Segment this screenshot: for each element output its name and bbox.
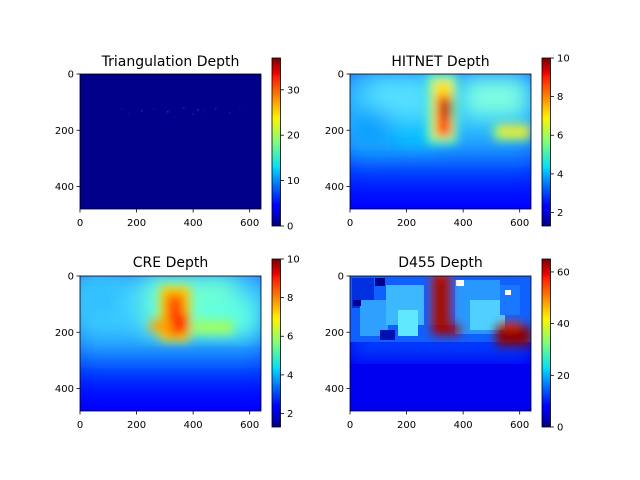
colorbar-tick-label: 4: [287, 370, 293, 381]
colorbar-gradient: [272, 259, 281, 427]
x-axis: 0 200 400 600: [347, 411, 529, 431]
x-axis: 0 200 400 600: [77, 411, 259, 431]
colorbar-tick-label: 40: [557, 319, 570, 330]
y-tick-label: 200: [325, 328, 344, 339]
x-tick-label: 600: [240, 420, 259, 431]
x-tick-label: 600: [510, 218, 529, 229]
heatmap-image: [80, 276, 261, 411]
colorbar-frame: [541, 57, 551, 227]
y-tick-label: 200: [325, 126, 344, 137]
colorbar-ticks: 0 20 40 60: [550, 267, 570, 434]
x-tick-label: 200: [397, 420, 416, 431]
y-tick-label: 200: [55, 126, 74, 137]
heatmap-image: [350, 276, 531, 411]
colorbar-frame: [271, 57, 281, 227]
panel-title: HITNET Depth: [391, 54, 489, 70]
colorbar-tick-label: 30: [287, 85, 300, 96]
panel-title: D455 Depth: [398, 255, 483, 271]
x-tick-label: 400: [454, 218, 473, 229]
y-axis: 0 200 400: [55, 272, 80, 395]
plot-frame: [349, 73, 532, 210]
panel-hitnet: HITNET Depth 0 2: [325, 54, 570, 230]
colorbar-gradient: [542, 58, 551, 226]
y-tick-label: 400: [55, 384, 74, 395]
colorbar-tick-label: 4: [557, 169, 563, 180]
colorbar-tick-label: 20: [557, 371, 570, 382]
colorbar-ticks: 2 4 6 8 10: [280, 255, 300, 420]
colorbar-tick-label: 0: [557, 423, 563, 434]
x-tick-label: 0: [347, 420, 353, 431]
colorbar-tick-label: 10: [287, 255, 300, 266]
plot-frame: [79, 73, 262, 210]
y-tick-label: 0: [68, 70, 74, 81]
x-tick-label: 400: [184, 218, 203, 229]
x-tick-label: 0: [347, 218, 353, 229]
x-tick-label: 400: [184, 420, 203, 431]
y-axis: 0 200 400: [325, 272, 350, 395]
y-tick-label: 0: [338, 70, 344, 81]
colorbar-tick-label: 8: [287, 293, 293, 304]
colorbar-frame: [271, 258, 281, 428]
y-axis: 0 200 400: [55, 70, 80, 193]
x-tick-label: 0: [77, 218, 83, 229]
colorbar-tick-label: 60: [557, 267, 570, 278]
colorbar-tick-label: 0: [287, 222, 293, 233]
x-axis: 0 200 400 600: [347, 209, 529, 229]
colorbar: 2 4 6 8 10: [541, 54, 570, 227]
x-tick-label: 200: [127, 420, 146, 431]
colorbar-tick-label: 8: [557, 92, 563, 103]
x-tick-label: 400: [454, 420, 473, 431]
colorbar-tick-label: 6: [287, 332, 293, 343]
y-tick-label: 400: [325, 384, 344, 395]
plot-frame: [349, 275, 532, 412]
y-tick-label: 200: [55, 328, 74, 339]
x-tick-label: 200: [127, 218, 146, 229]
colorbar-ticks: 0 10 20 30: [280, 85, 300, 233]
panel-title: CRE Depth: [133, 255, 208, 271]
colorbar-tick-label: 10: [557, 54, 570, 65]
x-tick-label: 600: [510, 420, 529, 431]
x-axis: 0 200 400 600: [77, 209, 259, 229]
y-axis: 0 200 400: [325, 70, 350, 193]
colorbar: 2 4 6 8 10: [271, 255, 300, 428]
colorbar-ticks: 2 4 6 8 10: [550, 54, 570, 219]
colorbar-tick-label: 2: [557, 208, 563, 219]
panel-cre: CRE Depth 0 200 400 600 0 200 400: [55, 255, 300, 432]
colorbar-frame: [541, 258, 551, 428]
colorbar: 0 10 20 30: [271, 57, 300, 233]
colorbar-tick-label: 10: [287, 176, 300, 187]
x-tick-label: 0: [77, 420, 83, 431]
colorbar-tick-label: 20: [287, 131, 300, 142]
x-tick-label: 200: [397, 218, 416, 229]
panel-d455: D455 Depth: [325, 255, 570, 434]
heatmap-image: [350, 74, 531, 209]
colorbar-gradient: [542, 259, 551, 427]
colorbar-gradient: [272, 58, 281, 226]
panel-title: Triangulation Depth: [101, 54, 240, 70]
colorbar-tick-label: 6: [557, 131, 563, 142]
colorbar: 0 20 40 60: [541, 258, 570, 434]
x-tick-label: 600: [240, 218, 259, 229]
y-tick-label: 0: [338, 272, 344, 283]
y-tick-label: 400: [55, 182, 74, 193]
heatmap-image: [80, 74, 261, 209]
colorbar-tick-label: 2: [287, 409, 293, 420]
y-tick-label: 400: [325, 182, 344, 193]
plot-frame: [79, 275, 262, 412]
y-tick-label: 0: [68, 272, 74, 283]
